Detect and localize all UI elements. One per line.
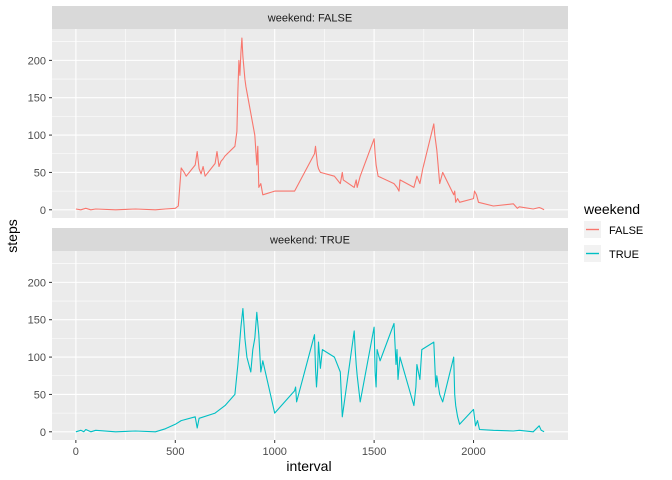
x-tick-label: 2000 bbox=[461, 446, 485, 458]
y-tick-label: 100 bbox=[28, 352, 46, 364]
y-tick-label: 50 bbox=[34, 389, 46, 401]
y-axis-title: steps bbox=[4, 219, 20, 252]
y-tick-label: 0 bbox=[40, 205, 46, 217]
x-tick-label: 1000 bbox=[262, 446, 286, 458]
y-tick-label: 200 bbox=[28, 55, 46, 67]
strip-background bbox=[52, 6, 568, 29]
x-tick-label: 500 bbox=[166, 446, 184, 458]
y-tick-label: 150 bbox=[28, 315, 46, 327]
y-tick-label: 0 bbox=[40, 427, 46, 439]
strip-background bbox=[52, 228, 568, 251]
x-tick-label: 1500 bbox=[362, 446, 386, 458]
legend: weekend FALSE TRUE bbox=[583, 201, 643, 262]
panel-background bbox=[52, 29, 568, 218]
y-tick-label: 150 bbox=[28, 93, 46, 105]
panel-background bbox=[52, 251, 568, 440]
facet-panel-1: weekend: TRUE bbox=[52, 228, 568, 440]
series-line bbox=[75, 307, 545, 433]
legend-label: TRUE bbox=[609, 249, 639, 261]
facet-panels: weekend: FALSE weekend: TRUE bbox=[52, 6, 568, 440]
x-tick-label: 0 bbox=[73, 446, 79, 458]
y-tick-label: 200 bbox=[28, 277, 46, 289]
strip-label: weekend: TRUE bbox=[269, 235, 350, 247]
x-axis-title: interval bbox=[286, 458, 331, 474]
legend-label: FALSE bbox=[609, 225, 643, 237]
legend-title: weekend bbox=[583, 201, 640, 217]
y-tick-label: 100 bbox=[28, 130, 46, 142]
strip-label: weekend: FALSE bbox=[267, 13, 352, 25]
facet-panel-0: weekend: FALSE bbox=[52, 6, 568, 218]
y-tick-label: 50 bbox=[34, 167, 46, 179]
series-line bbox=[75, 37, 545, 211]
